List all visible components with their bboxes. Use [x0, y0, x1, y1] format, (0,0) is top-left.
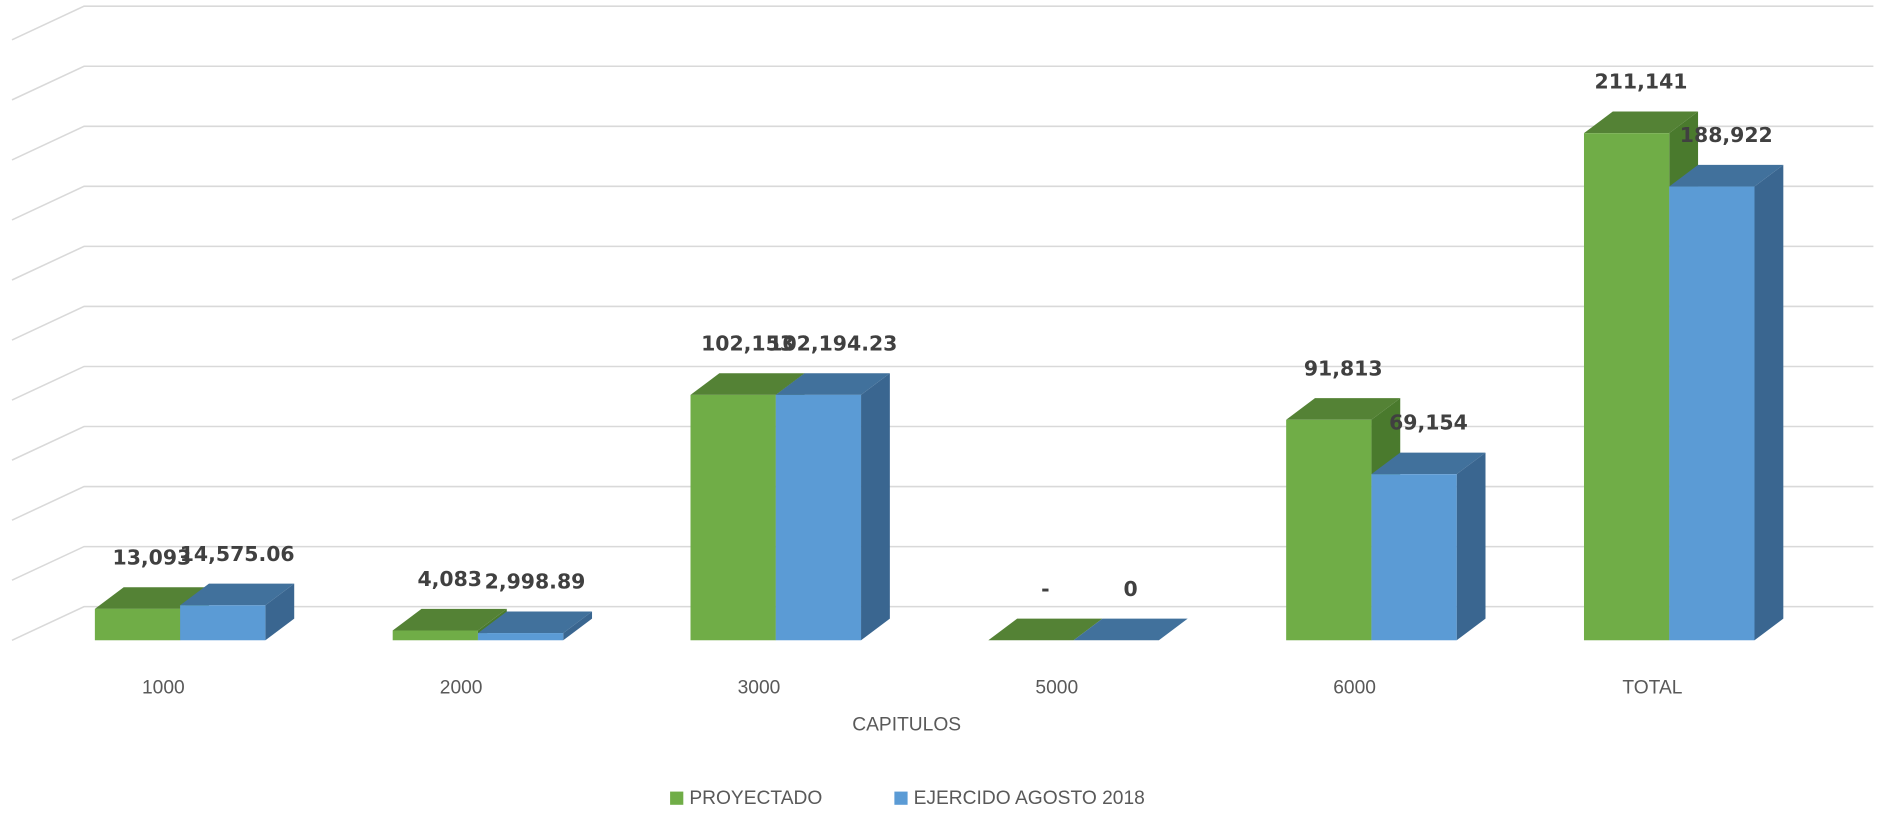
- bar: [477, 633, 564, 641]
- data-label: 14,575.06: [180, 542, 295, 566]
- grid-line: [11, 5, 1874, 41]
- data-label: 2,998.89: [485, 570, 586, 594]
- grid-line: [11, 245, 1874, 281]
- bar-top: [180, 583, 295, 606]
- data-label: 69,154: [1389, 411, 1468, 435]
- bar-side: [563, 611, 593, 641]
- x-tick-label: 6000: [1333, 677, 1376, 698]
- data-label: 13,093: [113, 545, 192, 569]
- bar-side: [1754, 164, 1784, 641]
- bar-top: [1583, 111, 1699, 134]
- bar: [392, 630, 478, 641]
- bar-side: [1456, 452, 1486, 641]
- data-label: 102,194.23: [768, 331, 897, 355]
- data-label: 188,922: [1680, 123, 1773, 147]
- bar-top: [1073, 618, 1188, 641]
- grid-line: [11, 125, 1874, 161]
- grid-line: [11, 65, 1874, 101]
- bar: [94, 608, 181, 641]
- grid-line: [11, 545, 1874, 581]
- data-label: -: [1041, 577, 1049, 601]
- x-tick-label: 1000: [142, 677, 185, 698]
- grid-line: [11, 185, 1874, 221]
- bar-side: [265, 583, 295, 641]
- grid-line: [11, 365, 1874, 401]
- bar-top: [1286, 398, 1401, 420]
- x-tick-label: 2000: [440, 677, 483, 698]
- bar: [690, 394, 776, 641]
- data-label: 4,083: [417, 567, 482, 591]
- bar: [1371, 474, 1457, 641]
- bar: [1286, 419, 1372, 641]
- bar-top: [1371, 452, 1486, 475]
- x-tick-label: 3000: [738, 677, 781, 698]
- bar: [775, 394, 862, 641]
- legend-swatch: [670, 791, 684, 805]
- x-tick-label: 5000: [1035, 677, 1078, 698]
- grid-line: [11, 305, 1874, 341]
- bar: [1583, 133, 1670, 641]
- grid-line: [11, 605, 1874, 641]
- bar: [1669, 186, 1755, 641]
- bar-top: [94, 587, 209, 609]
- bar-top: [775, 373, 890, 395]
- data-label: 211,141: [1595, 70, 1688, 94]
- bar-top: [690, 373, 805, 395]
- data-label: 91,813: [1304, 356, 1383, 380]
- bar-top: [477, 611, 593, 634]
- x-tick-label: TOTAL: [1622, 677, 1682, 698]
- bar-side: [861, 373, 890, 641]
- data-label: 102,153: [701, 331, 794, 355]
- bar: [180, 605, 266, 641]
- x-axis-title: CAPITULOS: [852, 715, 961, 736]
- legend-label: EJERCIDO AGOSTO 2018: [914, 788, 1145, 809]
- bar-top: [1669, 164, 1784, 187]
- data-label: 0: [1124, 577, 1138, 601]
- bar-top: [988, 618, 1103, 641]
- grid-line: [11, 485, 1874, 521]
- bar-top: [392, 608, 507, 631]
- legend-swatch: [894, 791, 908, 805]
- grid-line: [11, 425, 1874, 461]
- legend-label: PROYECTADO: [689, 788, 822, 809]
